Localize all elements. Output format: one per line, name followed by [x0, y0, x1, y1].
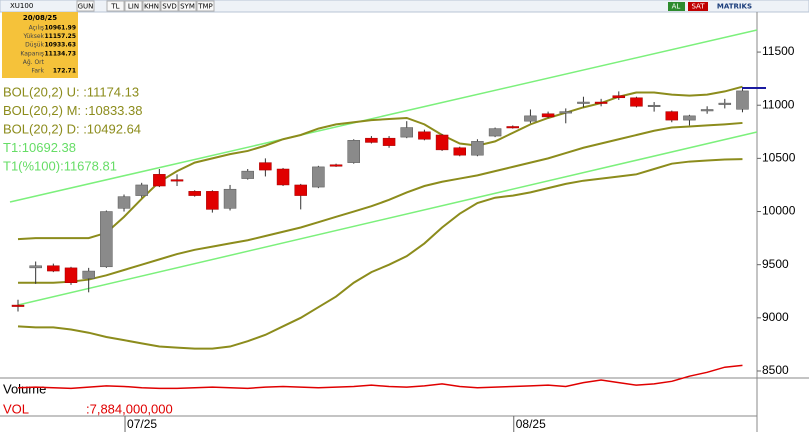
candle-body [259, 162, 272, 171]
info-label: Ağ. Ort [23, 59, 45, 66]
toolbar-button[interactable] [160, 0, 179, 12]
candle-body [577, 101, 590, 104]
candle-body [11, 304, 25, 307]
volume-line [17, 364, 743, 390]
candle-body [594, 101, 608, 104]
candle-body [47, 265, 60, 272]
candle-body [683, 115, 696, 121]
candle-body [82, 270, 95, 279]
toolbar-button-label[interactable]: KHN [144, 3, 159, 11]
toolbar-button[interactable] [142, 0, 161, 12]
symbol[interactable]: XU100 [10, 2, 33, 10]
sell-label[interactable]: SAT [691, 3, 705, 11]
toolbar-button[interactable] [124, 0, 143, 12]
indicator-legend: T1:10692.38 [3, 140, 76, 155]
toolbar-button[interactable] [76, 0, 95, 12]
candle-body [718, 102, 732, 105]
info-value: 172.71 [53, 68, 76, 75]
y-tick-label: 11000 [762, 97, 795, 111]
toolbar-button-label[interactable]: GUN [78, 3, 94, 11]
y-tick-label: 10000 [762, 204, 796, 218]
candle-body [524, 115, 537, 122]
candle-body [64, 267, 78, 284]
toolbar-button[interactable] [196, 0, 215, 12]
candle-body [153, 174, 166, 187]
candle-body [382, 137, 396, 146]
volume-label: VOL [3, 401, 29, 416]
candle-body [29, 265, 42, 269]
candle-body [223, 188, 237, 209]
indicator-legend: BOL(20,2) D: :10492.64 [3, 121, 141, 136]
toolbar-button-label[interactable]: SYM [180, 3, 195, 11]
info-value: 10933.63 [44, 42, 76, 49]
candle-body [347, 140, 360, 163]
indicator-legend: T1(%100):11678.81 [3, 158, 117, 173]
candle-body [365, 137, 378, 143]
x-tick-label: 08/25 [516, 417, 546, 431]
info-label: Fark [31, 68, 44, 75]
candle-body [400, 127, 413, 138]
candle-body [241, 170, 254, 179]
candle-body [630, 97, 643, 107]
indicator-legend: BOL(20,2) M: :10833.38 [3, 103, 142, 118]
candle-body [276, 168, 290, 186]
info-panel [2, 12, 78, 78]
toolbar-button-label[interactable]: LIN [128, 3, 139, 11]
candle-body [559, 111, 573, 114]
candle-body [135, 184, 148, 196]
bollinger-band [18, 121, 743, 284]
buy-label[interactable]: AL [672, 3, 681, 11]
candle-body [736, 90, 749, 110]
candle-body [100, 211, 113, 268]
brand: MATRIKS [717, 3, 752, 11]
info-value: 11157.25 [44, 33, 76, 40]
candle-body [541, 113, 555, 118]
trend-line-lower [17, 131, 758, 306]
volume-value: :7,884,000,000 [86, 401, 173, 416]
toolbar-button-label[interactable]: TMP [197, 3, 213, 11]
info-label: Yüksek [22, 33, 44, 40]
y-tick-label: 9500 [762, 257, 789, 271]
y-tick-label: 9000 [762, 310, 789, 324]
candle-body [453, 147, 466, 156]
candle-body [117, 196, 131, 209]
candle-body [418, 131, 431, 140]
info-label: Açılış [29, 25, 44, 32]
toolbar-button[interactable] [178, 0, 197, 12]
y-tick-label: 10500 [762, 151, 796, 165]
info-label: Kapanış [20, 50, 44, 57]
candle-body [700, 109, 714, 112]
toolbar-button-label[interactable]: TL [110, 3, 119, 11]
y-tick-label: 8500 [762, 363, 789, 377]
candle-body [471, 141, 484, 156]
info-date: 20/08/25 [23, 14, 57, 22]
toolbar-button[interactable] [106, 0, 125, 12]
candle-body [665, 111, 679, 121]
candle-body [312, 166, 325, 188]
candle-body [329, 164, 343, 167]
info-value: 10961.99 [44, 25, 76, 32]
candle-body [206, 191, 219, 210]
candle-body [188, 191, 201, 196]
bollinger-band [17, 158, 743, 350]
candle-body [506, 126, 520, 129]
trend-line-upper [9, 29, 758, 203]
y-tick-label: 11500 [762, 44, 795, 58]
info-value: 11134.73 [44, 50, 76, 57]
candle-body [612, 95, 626, 99]
info-label: Düşük [25, 42, 44, 49]
x-tick-label: 07/25 [127, 417, 157, 431]
candle-body [294, 184, 307, 196]
buy-button[interactable] [668, 2, 685, 11]
candle-body [488, 128, 502, 137]
sell-button[interactable] [688, 2, 708, 11]
candle-body [435, 134, 449, 151]
toolbar-button-label[interactable]: SVD [162, 3, 177, 11]
candle-body [170, 179, 184, 182]
candle-body [647, 104, 661, 107]
volume-title: Volume [3, 381, 46, 396]
indicator-legend: BOL(20,2) U: :11174.13 [3, 84, 139, 99]
